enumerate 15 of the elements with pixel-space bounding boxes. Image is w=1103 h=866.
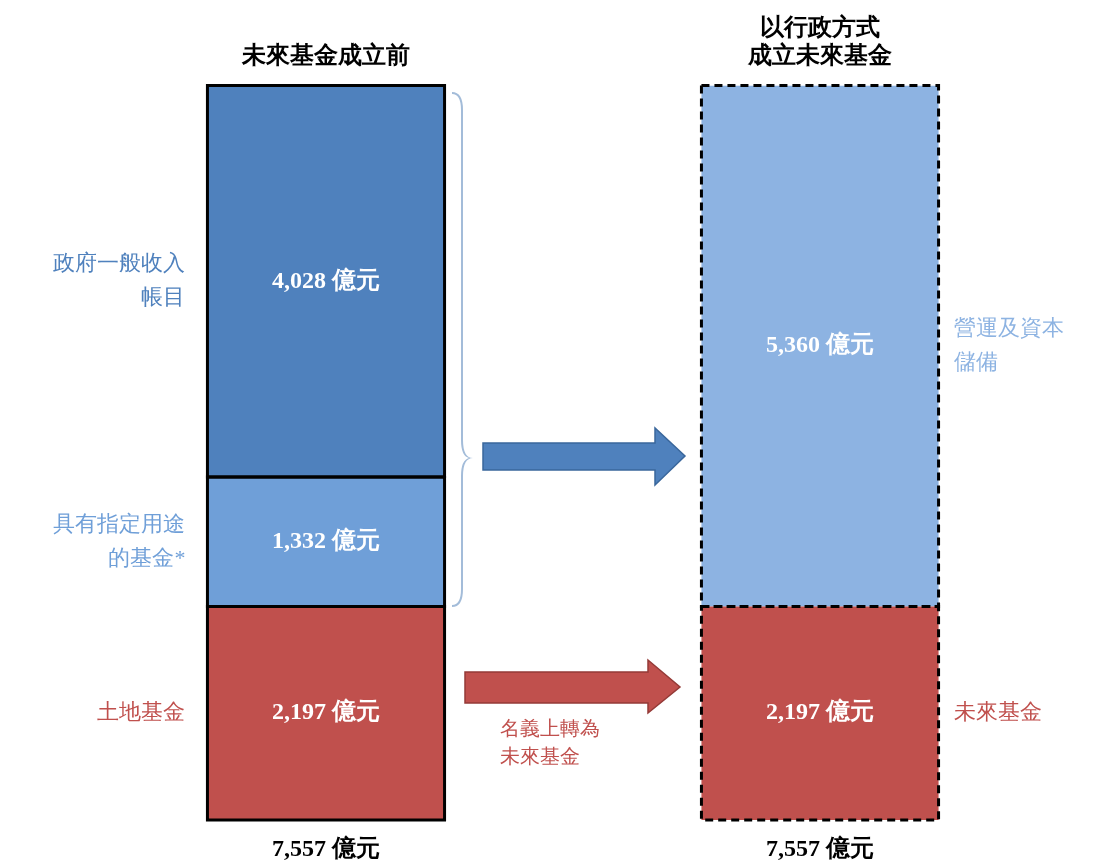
series-label: 具有指定用途的基金* xyxy=(53,510,186,570)
series-label: 未來基金 xyxy=(953,699,1042,725)
data-label: 2,197 億元 xyxy=(272,698,380,725)
data-label: 1,332 億元 xyxy=(272,526,380,553)
series-label: 土地基金 xyxy=(97,699,186,725)
total-label: 7,557 億元 xyxy=(766,835,874,862)
data-label: 5,360 億元 xyxy=(766,331,874,358)
x-tick-label: 未來基金成立前 xyxy=(241,42,410,69)
x-tick-label: 以行政方式成立未來基金 xyxy=(747,12,892,69)
total-label: 7,557 億元 xyxy=(272,835,380,862)
data-label: 4,028 億元 xyxy=(272,266,380,293)
annotation: 名義上轉為未來基金 xyxy=(500,717,600,768)
series-label: 政府一般收入帳目 xyxy=(53,250,186,310)
data-label: 2,197 億元 xyxy=(766,698,874,725)
series-label: 營運及資本儲備 xyxy=(953,314,1064,374)
